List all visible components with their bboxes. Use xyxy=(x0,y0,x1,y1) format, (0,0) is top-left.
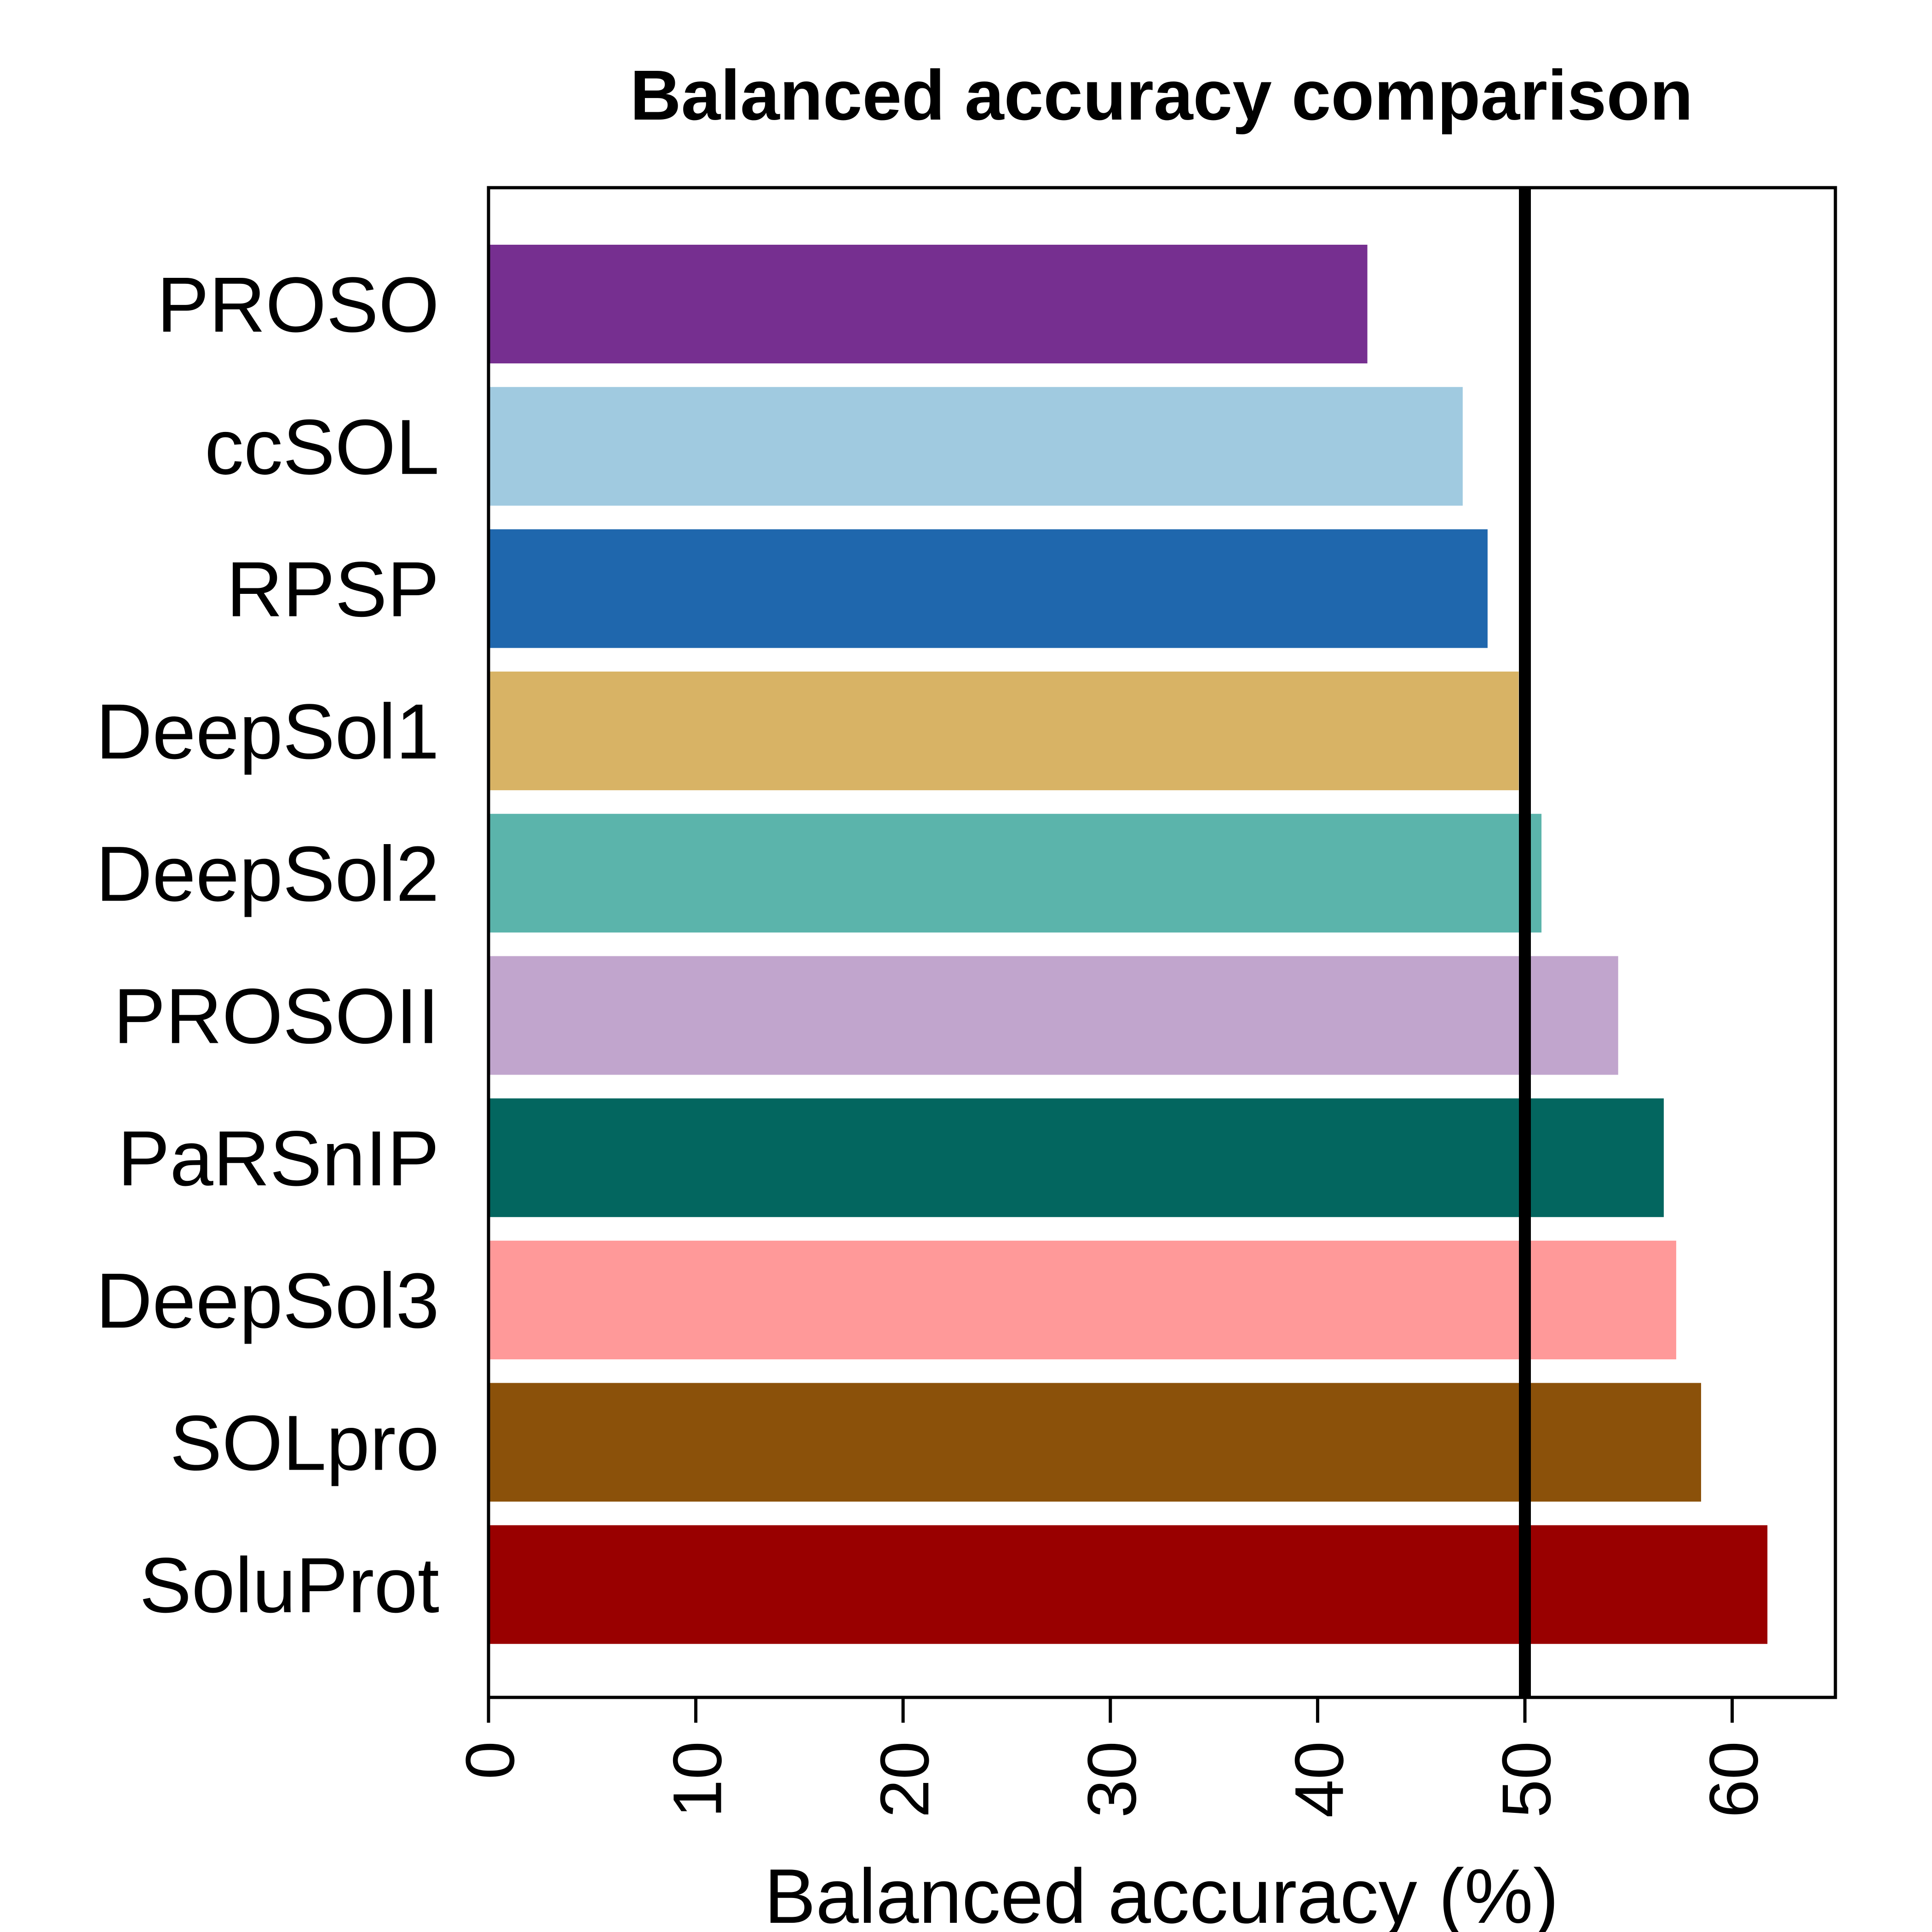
category-label: RPSP xyxy=(226,546,439,633)
category-labels: PROSO ccSOL RPSP DeepSol1 DeepSol2 PROSOII PaR… xyxy=(96,261,439,1629)
x-tick-label: 50 xyxy=(1488,1741,1565,1818)
x-axis: 0 10 20 30 40 50 60 xyxy=(451,1696,1772,1818)
category-label: PROSO xyxy=(157,261,439,349)
x-tick-label: 60 xyxy=(1695,1741,1772,1818)
x-tick-label: 40 xyxy=(1280,1741,1357,1818)
category-label: DeepSol2 xyxy=(96,830,439,918)
category-label: PROSOII xyxy=(114,973,439,1060)
category-label: DeepSol1 xyxy=(96,688,439,776)
bar-solpro xyxy=(489,1383,1702,1502)
bar-deepsol2 xyxy=(489,814,1542,933)
bar-parsnip xyxy=(489,1098,1664,1217)
bars-group xyxy=(489,245,1768,1644)
bar-ccsol xyxy=(489,387,1463,506)
x-tick-label: 30 xyxy=(1073,1741,1150,1818)
bar-rpsp xyxy=(489,529,1488,648)
chart-title: Balanced accuracy comparison xyxy=(630,56,1693,135)
category-label: SoluProt xyxy=(139,1542,439,1629)
bar-deepsol1 xyxy=(489,671,1519,790)
x-tick-label: 20 xyxy=(866,1741,943,1818)
bar-deepsol3 xyxy=(489,1241,1676,1360)
x-tick-label: 0 xyxy=(451,1741,529,1779)
category-label: SOLpro xyxy=(170,1399,439,1487)
category-label: DeepSol3 xyxy=(96,1257,439,1345)
bar-soluprot xyxy=(489,1525,1768,1644)
category-label: PaRSnIP xyxy=(118,1115,439,1202)
x-tick-label: 10 xyxy=(659,1741,736,1818)
bar-prosoii xyxy=(489,956,1618,1075)
x-axis-label: Balanced accuracy (%) xyxy=(764,1853,1558,1932)
bar-proso xyxy=(489,245,1368,363)
category-label: ccSOL xyxy=(205,403,439,491)
